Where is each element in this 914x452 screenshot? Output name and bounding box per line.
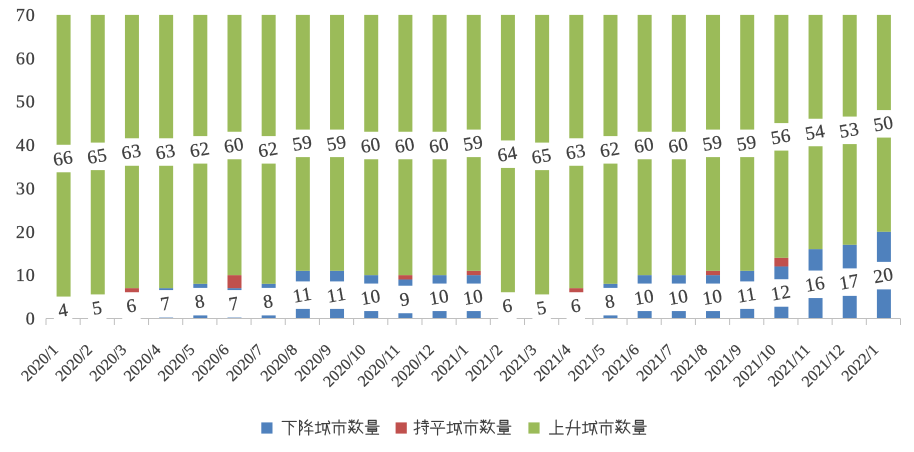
svg-text:11: 11 xyxy=(325,284,347,308)
svg-text:6: 6 xyxy=(569,295,582,317)
svg-text:59: 59 xyxy=(701,132,724,156)
svg-text:11: 11 xyxy=(291,284,313,308)
svg-text:8: 8 xyxy=(262,291,275,313)
svg-text:40: 40 xyxy=(16,135,36,155)
svg-text:6: 6 xyxy=(501,295,514,317)
svg-text:56: 56 xyxy=(769,125,792,149)
svg-text:60: 60 xyxy=(428,134,451,158)
svg-text:10: 10 xyxy=(462,286,485,310)
svg-text:54: 54 xyxy=(804,121,827,145)
svg-text:63: 63 xyxy=(154,140,177,164)
svg-text:53: 53 xyxy=(838,119,861,143)
svg-text:5: 5 xyxy=(91,297,104,319)
svg-text:11: 11 xyxy=(736,284,758,308)
svg-text:6: 6 xyxy=(125,295,138,317)
svg-text:66: 66 xyxy=(52,147,75,171)
svg-text:10: 10 xyxy=(428,286,451,310)
svg-text:65: 65 xyxy=(86,145,109,169)
svg-text:65: 65 xyxy=(530,145,553,169)
svg-text:60: 60 xyxy=(633,134,656,158)
svg-text:59: 59 xyxy=(462,132,485,156)
svg-text:17: 17 xyxy=(838,271,861,295)
svg-text:0: 0 xyxy=(26,309,36,329)
svg-text:64: 64 xyxy=(496,143,519,167)
svg-text:62: 62 xyxy=(257,138,280,162)
svg-text:60: 60 xyxy=(667,134,690,158)
svg-text:59: 59 xyxy=(735,132,758,156)
svg-text:62: 62 xyxy=(598,138,621,162)
svg-text:12: 12 xyxy=(769,281,792,305)
svg-text:59: 59 xyxy=(325,132,348,156)
svg-text:8: 8 xyxy=(193,291,206,313)
svg-text:16: 16 xyxy=(804,273,827,297)
svg-text:9: 9 xyxy=(398,289,411,311)
svg-text:10: 10 xyxy=(667,286,690,310)
svg-text:10: 10 xyxy=(16,265,36,285)
svg-text:8: 8 xyxy=(603,291,616,313)
svg-text:63: 63 xyxy=(564,140,587,164)
svg-text:50: 50 xyxy=(16,92,36,112)
svg-text:59: 59 xyxy=(291,132,314,156)
svg-text:60: 60 xyxy=(16,48,36,68)
svg-text:60: 60 xyxy=(393,134,416,158)
svg-text:10: 10 xyxy=(359,286,382,310)
svg-text:62: 62 xyxy=(188,138,211,162)
svg-text:30: 30 xyxy=(16,178,36,198)
svg-text:7: 7 xyxy=(227,293,240,315)
svg-text:10: 10 xyxy=(633,286,656,310)
svg-text:60: 60 xyxy=(222,134,245,158)
svg-text:7: 7 xyxy=(159,293,172,315)
svg-text:63: 63 xyxy=(120,140,143,164)
svg-text:4: 4 xyxy=(56,300,69,322)
svg-text:20: 20 xyxy=(16,222,36,242)
svg-text:60: 60 xyxy=(359,134,382,158)
svg-text:5: 5 xyxy=(535,297,548,319)
svg-text:20: 20 xyxy=(872,264,895,288)
svg-text:70: 70 xyxy=(16,5,36,25)
svg-text:50: 50 xyxy=(872,112,895,136)
svg-text:10: 10 xyxy=(701,286,724,310)
